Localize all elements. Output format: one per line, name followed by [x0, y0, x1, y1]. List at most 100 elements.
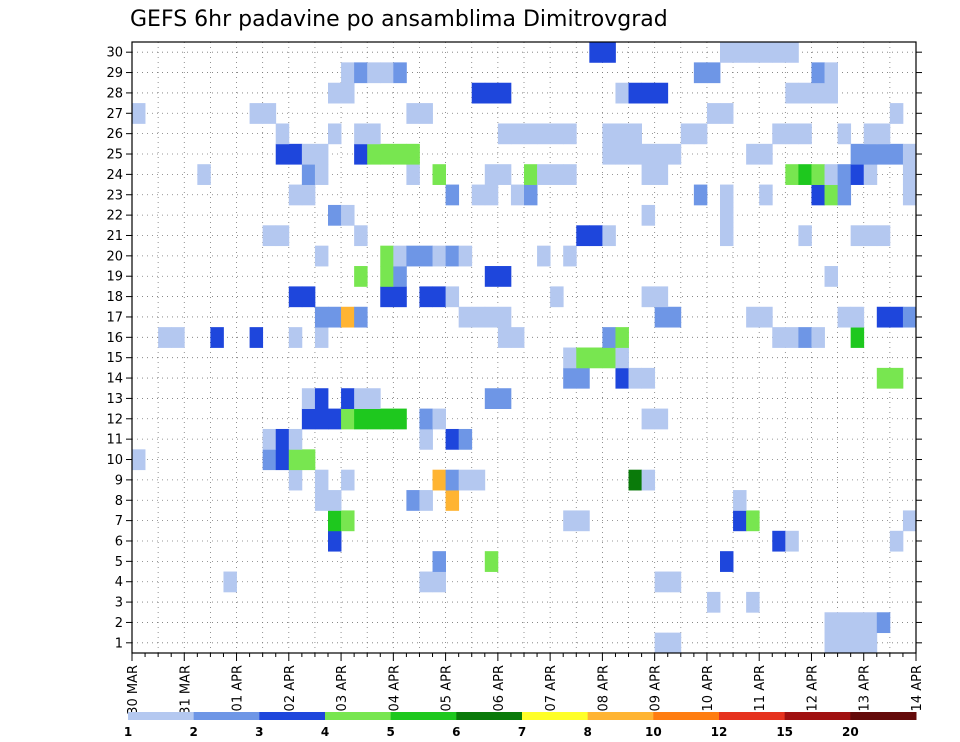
heatmap-cell	[706, 591, 721, 613]
heatmap-cell	[537, 123, 551, 145]
colorbar-label: 10	[645, 725, 662, 739]
heatmap-cell	[484, 551, 499, 572]
heatmap-cell	[863, 612, 878, 634]
heatmap-cell	[850, 164, 865, 185]
heatmap-cell	[314, 469, 329, 491]
heatmap-cell	[524, 184, 538, 206]
heatmap-cell	[406, 490, 420, 511]
heatmap-cell	[484, 266, 499, 287]
heatmap-cell	[432, 164, 446, 185]
y-tick-label: 13	[106, 392, 123, 407]
heatmap-cell	[288, 184, 303, 206]
colorbar-label: 15	[776, 725, 793, 739]
heatmap-cell	[288, 143, 303, 165]
heatmap-cell	[759, 306, 773, 328]
colorbar-segment	[128, 712, 195, 720]
heatmap-cell	[393, 62, 407, 84]
heatmap-cell	[563, 123, 577, 145]
heatmap-cell	[537, 164, 551, 185]
y-tick-label: 8	[115, 494, 123, 509]
heatmap-cell	[249, 103, 264, 124]
heatmap-cell	[850, 306, 865, 328]
y-tick-label: 15	[106, 351, 123, 366]
y-tick-label: 9	[115, 473, 123, 488]
heatmap-cell	[367, 143, 381, 165]
heatmap-cell	[484, 184, 499, 206]
heatmap-cell	[693, 184, 708, 206]
y-tick-label: 28	[106, 86, 123, 101]
heatmap-cell	[589, 42, 603, 63]
heatmap-cell	[132, 449, 146, 471]
heatmap-cell	[275, 123, 290, 145]
heatmap-cell	[863, 164, 878, 185]
heatmap-cell	[837, 612, 852, 634]
heatmap-cell	[328, 490, 342, 511]
heatmap-cell	[380, 62, 394, 84]
colorbar-segment	[522, 712, 589, 720]
heatmap-cell	[733, 510, 747, 532]
heatmap-cell	[733, 42, 747, 63]
heatmap-cell	[301, 184, 316, 206]
heatmap-cell	[759, 143, 773, 165]
heatmap-cell	[876, 225, 891, 247]
heatmap-cell	[432, 571, 446, 593]
colorbar-label: 8	[583, 725, 591, 739]
heatmap-cell	[550, 286, 564, 308]
heatmap-cell	[341, 62, 355, 84]
heatmap-cell	[850, 143, 865, 165]
heatmap-cell	[262, 449, 277, 471]
heatmap-cell	[328, 510, 342, 532]
heatmap-cell	[811, 184, 825, 206]
heatmap-cell	[484, 164, 499, 185]
heatmap-cell	[471, 82, 486, 104]
heatmap-cell	[615, 347, 629, 369]
heatmap-cell	[628, 143, 642, 165]
heatmap-cell	[902, 184, 917, 206]
heatmap-cell	[510, 184, 525, 206]
heatmap-cell	[772, 530, 786, 552]
heatmap-cell	[524, 123, 538, 145]
y-tick-label: 10	[106, 453, 123, 468]
y-tick-label: 3	[115, 596, 123, 611]
heatmap-cell	[432, 286, 446, 308]
heatmap-cell	[798, 225, 812, 247]
heatmap-cell	[902, 164, 917, 185]
heatmap-cell	[354, 266, 368, 287]
heatmap-cell	[602, 225, 616, 247]
heatmap-cell	[654, 286, 669, 308]
y-tick-label: 24	[106, 168, 123, 183]
heatmap-cell	[654, 306, 669, 328]
heatmap-cell	[341, 510, 355, 532]
heatmap-cell	[406, 143, 420, 165]
y-tick-label: 14	[106, 372, 123, 387]
heatmap-cell	[432, 469, 446, 491]
heatmap-cell	[746, 143, 760, 165]
heatmap-cell	[654, 82, 669, 104]
x-tick-label: 14 APR	[910, 665, 925, 711]
heatmap-cell	[550, 123, 564, 145]
heatmap-cell	[380, 143, 394, 165]
heatmap-cell	[301, 408, 316, 430]
heatmap-cell	[811, 82, 825, 104]
heatmap-cell	[354, 408, 368, 430]
heatmap-cell	[824, 266, 838, 287]
heatmap-cell	[563, 367, 577, 389]
heatmap-cell	[497, 327, 512, 348]
y-tick-label: 19	[106, 270, 123, 285]
heatmap-cell	[210, 327, 224, 348]
heatmap-cell	[497, 123, 512, 145]
heatmap-cell	[445, 428, 460, 450]
heatmap-cell	[902, 306, 917, 328]
y-tick-label: 7	[115, 514, 123, 529]
heatmap-cell	[824, 62, 838, 84]
heatmap-cell	[510, 123, 525, 145]
heatmap-cell	[720, 103, 734, 124]
y-tick-label: 20	[106, 249, 123, 264]
heatmap-cell	[602, 42, 616, 63]
heatmap-cell	[693, 62, 708, 84]
heatmap-cell	[563, 347, 577, 369]
x-tick-label: 05 APR	[440, 665, 455, 711]
heatmap-cell	[262, 103, 277, 124]
heatmap-cell	[602, 143, 616, 165]
heatmap-cell	[641, 164, 656, 185]
